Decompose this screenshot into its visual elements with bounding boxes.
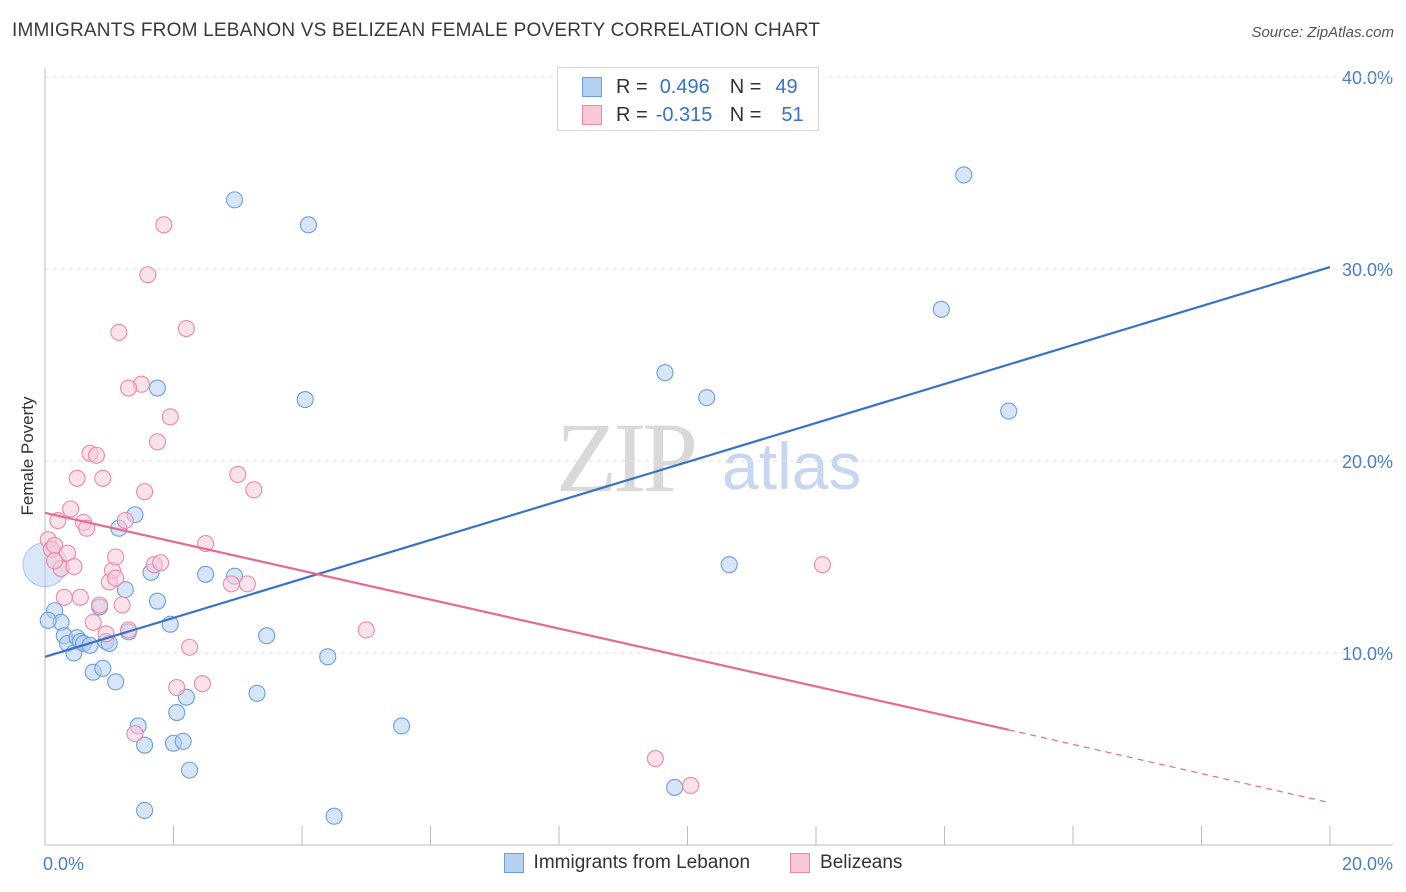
point-belizeans [116,511,134,530]
point-belizeans [46,552,64,570]
point-belizeans [238,575,256,593]
point-belizeans [229,465,247,483]
stats-legend-row-belizeans: R = -0.315 N = 51 [582,102,804,128]
point-belizeans [110,323,128,341]
point-lebanon [181,761,199,779]
y-tick-label: 40.0% [1342,68,1393,88]
point-belizeans [139,266,157,284]
point-lebanon [656,364,674,382]
point-belizeans [193,675,211,693]
point-lebanon [325,807,343,825]
point-belizeans [62,500,80,518]
point-belizeans [126,725,144,743]
point-belizeans [87,446,105,464]
point-belizeans [91,596,109,614]
point-belizeans [152,554,170,572]
point-lebanon [148,379,166,397]
point-lebanon [168,703,186,722]
point-belizeans [65,558,83,576]
point-lebanon [299,216,317,234]
point-belizeans [68,469,86,487]
r-label: R = [616,75,648,98]
point-belizeans [682,776,700,795]
trendline-belizeans-extrapolated [1008,729,1331,804]
r-value: -0.315 [655,103,713,126]
point-belizeans [107,548,125,566]
point-lebanon [148,592,166,610]
point-lebanon [197,565,215,583]
y-tick-label: 20.0% [1342,452,1393,472]
point-belizeans [222,575,240,593]
r-label: R = [616,103,648,126]
lebanon-legend-swatch [503,853,524,873]
watermark-atlas: atlas [722,429,862,503]
n-value: 49 [775,75,798,98]
point-belizeans [813,556,831,574]
stats-legend: R = 0.496 N = 49 R = -0.315 N = 51 [557,67,819,131]
point-belizeans [357,621,375,639]
point-lebanon [932,300,950,318]
point-lebanon [698,389,716,407]
point-lebanon [296,391,314,409]
point-lebanon [1000,402,1018,420]
point-lebanon [39,611,57,629]
n-label: N = [729,75,762,98]
x-tick-label: 20.0% [1342,854,1393,874]
legend-label-lebanon: Immigrants from Lebanon [533,852,751,873]
point-belizeans [107,569,125,587]
stats-legend-row-lebanon: R = 0.496 N = 49 [582,74,798,100]
point-lebanon [136,801,154,819]
point-lebanon [319,648,337,666]
point-belizeans [55,588,73,606]
point-belizeans [646,750,664,768]
point-lebanon [248,684,266,702]
legend-label-belizeans: Belizeans [820,852,903,873]
point-belizeans [136,483,154,501]
point-belizeans [84,613,102,631]
point-belizeans [168,679,186,697]
belizeans-legend-swatch [790,853,811,873]
point-lebanon [225,191,244,209]
legend-item-belizeans[interactable]: Belizeans [790,852,902,874]
series-legend: Immigrants from Lebanon Belizeans [0,852,1406,874]
point-belizeans [148,433,166,451]
legend-item-lebanon[interactable]: Immigrants from Lebanon [503,852,751,874]
trendline-belizeans [44,511,1009,731]
point-lebanon [393,717,411,735]
source-credit: Source: ZipAtlas.com [1251,24,1394,41]
chart-title: IMMIGRANTS FROM LEBANON VS BELIZEAN FEMA… [12,20,821,41]
r-value: 0.496 [659,75,710,98]
y-axis-label: Female Poverty [18,396,37,516]
y-tick-label: 30.0% [1342,260,1393,280]
point-belizeans [177,319,195,338]
point-lebanon [136,736,154,754]
point-lebanon [94,659,112,677]
point-belizeans [119,379,138,397]
point-belizeans [155,216,173,234]
n-value: 51 [781,103,804,126]
point-belizeans [71,588,89,606]
point-belizeans [161,408,179,426]
point-belizeans [245,481,263,499]
point-belizeans [94,469,112,487]
lebanon-swatch [582,77,602,97]
belizeans-swatch [582,105,602,125]
trendline-lebanon [44,266,1331,658]
point-lebanon [666,778,684,796]
y-tick-label: 10.0% [1342,644,1393,664]
point-lebanon [107,673,125,691]
point-lebanon [720,556,738,574]
n-label: N = [729,103,762,126]
point-belizeans [181,638,199,656]
point-lebanon [174,732,192,750]
point-belizeans [113,596,131,614]
x-tick-label: 0.0% [43,854,84,874]
point-lebanon [258,627,276,645]
point-lebanon [955,166,973,184]
